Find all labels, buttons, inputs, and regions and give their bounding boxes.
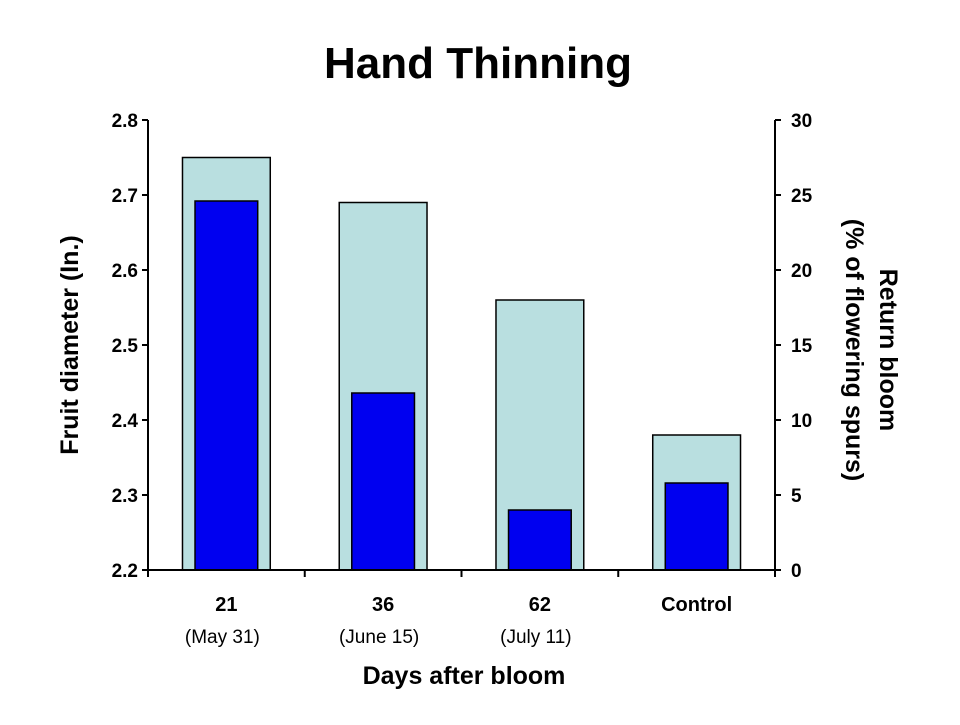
category-sublabel: (May 31) bbox=[185, 627, 260, 648]
right-tick-label: 10 bbox=[791, 411, 812, 432]
left-axis-ticks: 2.2 2.3 2.4 2.5 2.6 2.7 2.8 bbox=[112, 111, 148, 582]
x-axis-title: Days after bloom bbox=[363, 662, 566, 690]
return-bloom-bar-3 bbox=[664, 482, 729, 571]
x-axis-ticks bbox=[147, 570, 776, 577]
right-tick-label: 5 bbox=[791, 486, 802, 507]
left-tick-label: 2.4 bbox=[112, 411, 139, 432]
category-label: Control bbox=[661, 594, 732, 616]
right-tick-label: 30 bbox=[791, 111, 812, 132]
y2-axis-title-line2: (% of flowering spurs) bbox=[840, 219, 868, 482]
left-tick-label: 2.5 bbox=[112, 336, 139, 357]
right-tick-label: 20 bbox=[791, 261, 812, 282]
left-tick-label: 2.2 bbox=[112, 561, 138, 582]
category-label: 62 bbox=[529, 594, 551, 616]
left-tick-label: 2.7 bbox=[112, 186, 138, 207]
return-bloom-bar-2 bbox=[507, 509, 572, 571]
return-bloom-bars bbox=[194, 200, 729, 571]
category-labels: 21 (May 31) 36 (June 15) 62 (July 11) Control bbox=[185, 594, 732, 648]
left-tick-label: 2.8 bbox=[112, 111, 138, 132]
left-tick-label: 2.6 bbox=[112, 261, 138, 282]
fruit-diameter-bars bbox=[181, 156, 742, 571]
right-tick-label: 25 bbox=[791, 186, 813, 207]
right-tick-label: 0 bbox=[791, 561, 802, 582]
right-axis-ticks: 0 5 10 15 20 25 30 bbox=[775, 111, 813, 582]
right-tick-label: 15 bbox=[791, 336, 813, 357]
y-axis-title: Fruit diameter (In.) bbox=[56, 235, 84, 454]
return-bloom-bar-0 bbox=[194, 200, 259, 571]
left-tick-label: 2.3 bbox=[112, 486, 138, 507]
category-sublabel: (June 15) bbox=[339, 627, 419, 648]
category-label: 21 bbox=[215, 594, 237, 616]
chart-title: Hand Thinning bbox=[324, 39, 632, 88]
category-label: 36 bbox=[372, 594, 394, 616]
category-sublabel: (July 11) bbox=[500, 627, 571, 648]
y2-axis-title-line1: Return bloom bbox=[874, 269, 902, 432]
return-bloom-bar-1 bbox=[351, 392, 416, 571]
